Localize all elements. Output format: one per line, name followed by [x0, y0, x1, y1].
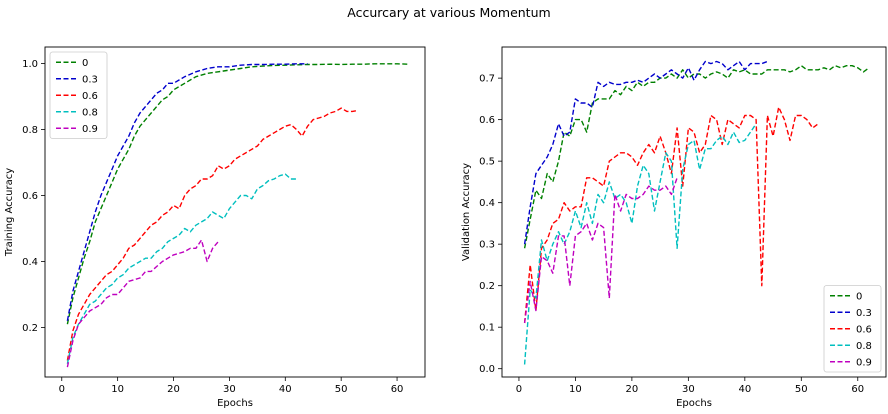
x-tick-label: 50 [335, 384, 348, 395]
legend: 0 0.3 0.6 0.8 0.9 [823, 285, 882, 373]
x-tick-label: 30 [682, 384, 695, 395]
x-tick-label: 10 [569, 384, 582, 395]
y-tick-label: 0.2 [479, 281, 495, 292]
y-tick-label: 0.6 [479, 115, 495, 126]
legend: 0 0.3 0.6 0.8 0.9 [49, 51, 108, 139]
series-line-0-3 [66, 173, 297, 364]
legend-label: 0.6 [856, 324, 872, 335]
y-tick-label: 0.4 [479, 198, 495, 209]
legend-label: 0.6 [82, 91, 98, 102]
x-tick-label: 30 [223, 384, 236, 395]
legend-label: 0.3 [82, 74, 98, 85]
y-tick-label: 0.7 [479, 74, 495, 85]
x-tick-label: 20 [626, 384, 639, 395]
y-tick-label: 0.0 [479, 364, 495, 375]
y-axis-label: Validation Accuracy [461, 163, 472, 261]
series-line-1-4 [523, 177, 678, 324]
y-tick-label: 0.5 [479, 157, 495, 168]
series-line-1-3 [523, 123, 757, 365]
legend-label: 0.9 [82, 124, 98, 135]
x-axis-label: Epochs [217, 398, 253, 409]
x-axis-label: Epochs [676, 398, 712, 409]
y-tick-label: 0.8 [22, 125, 38, 136]
legend-label: 0.8 [856, 341, 872, 352]
series-line-0-1 [66, 63, 308, 322]
y-tick-label: 0.1 [479, 323, 495, 334]
x-tick-label: 10 [111, 384, 124, 395]
plot-frame [44, 46, 426, 378]
x-tick-label: 40 [738, 384, 751, 395]
legend-label: 0 [856, 291, 862, 302]
legend-label: 0.8 [82, 107, 98, 118]
series-line-0-0 [66, 63, 409, 325]
legend-box [49, 51, 108, 139]
validation-accuracy-chart: 0 10 20 30 40 50 60 0.0 0.1 0.2 0.3 0.4 0.5 0.6 0.7 Epo… [461, 46, 887, 409]
y-tick-label: 0.6 [22, 191, 38, 202]
y-tick-label: 0.3 [479, 240, 495, 251]
series-line-0-4 [66, 239, 219, 368]
y-axis-label: Training Accuracy [4, 168, 15, 257]
x-tick-label: 60 [851, 384, 864, 395]
y-tick-label: 0.2 [22, 323, 38, 334]
legend-label: 0.9 [856, 357, 872, 368]
x-tick-label: 60 [391, 384, 404, 395]
x-tick-label: 20 [167, 384, 180, 395]
x-tick-label: 0 [516, 384, 522, 395]
training-accuracy-chart: 0 10 20 30 40 50 60 0.2 0.4 0.6 0.8 1.0 Epochs Traini… [4, 46, 426, 409]
figure-title: Accurcary at various Momentum [347, 5, 550, 20]
legend-box [823, 285, 882, 373]
series-line-1-2 [523, 106, 819, 324]
x-tick-label: 50 [795, 384, 808, 395]
series-line-1-1 [523, 60, 768, 245]
legend-label: 0 [82, 58, 88, 69]
series-line-0-2 [66, 107, 359, 361]
y-tick-label: 0.4 [22, 257, 38, 268]
y-tick-label: 1.0 [22, 59, 38, 70]
x-tick-label: 40 [279, 384, 292, 395]
x-tick-label: 0 [59, 384, 65, 395]
legend-label: 0.3 [856, 308, 872, 319]
plot-frame [501, 46, 887, 378]
